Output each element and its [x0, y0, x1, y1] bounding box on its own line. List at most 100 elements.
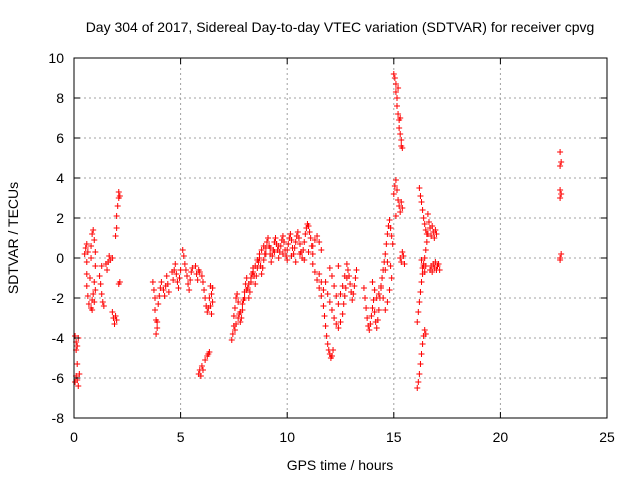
data-point [267, 245, 274, 251]
data-point [75, 383, 82, 389]
data-point [418, 279, 425, 285]
data-point [320, 303, 327, 309]
data-point [339, 283, 346, 289]
data-point [396, 125, 403, 131]
data-point [414, 385, 421, 391]
data-point [368, 313, 375, 319]
data-point [294, 229, 301, 235]
data-point [431, 235, 438, 241]
data-point [421, 327, 428, 333]
data-point [422, 227, 429, 233]
data-point [201, 287, 208, 293]
data-point [235, 315, 242, 321]
data-point [341, 273, 348, 279]
data-point [186, 287, 193, 293]
data-point [237, 319, 244, 325]
data-point [416, 185, 423, 191]
data-point [171, 267, 178, 273]
data-point [111, 321, 118, 327]
data-point [114, 203, 121, 209]
data-point [380, 295, 387, 301]
data-point [152, 295, 159, 301]
data-point [420, 215, 427, 221]
data-point [92, 287, 99, 293]
data-point [112, 313, 119, 319]
data-point [419, 271, 426, 277]
data-point [76, 371, 83, 377]
data-point [424, 231, 431, 237]
data-point [163, 273, 170, 279]
grid-lines [74, 58, 607, 418]
data-point [318, 293, 325, 299]
data-point [233, 321, 240, 327]
data-point [432, 259, 439, 265]
data-point [331, 315, 338, 321]
data-point [193, 271, 200, 277]
data-point [379, 275, 386, 281]
data-point [374, 317, 381, 323]
data-point [74, 343, 81, 349]
data-point [152, 307, 159, 313]
data-point [322, 323, 329, 329]
data-point [97, 281, 104, 287]
data-point [333, 293, 340, 299]
chart-title: Day 304 of 2017, Sidereal Day-to-day VTE… [86, 19, 595, 35]
data-point [104, 267, 111, 273]
data-point [82, 245, 89, 251]
y-tick-label: 10 [48, 50, 64, 66]
data-point [106, 253, 113, 259]
data-point [419, 207, 426, 213]
data-point [320, 287, 327, 293]
data-point [395, 197, 402, 203]
data-point [228, 337, 235, 343]
data-point [89, 231, 96, 237]
data-point [424, 211, 431, 217]
data-point [247, 275, 254, 281]
data-point [88, 255, 95, 261]
data-point [341, 293, 348, 299]
data-point [275, 255, 282, 261]
data-point [309, 251, 316, 257]
data-point [429, 269, 436, 275]
data-point [324, 291, 331, 297]
data-point [189, 265, 196, 271]
data-point [399, 205, 406, 211]
data-point [296, 251, 303, 257]
data-point [292, 259, 299, 265]
data-point [98, 291, 105, 297]
data-point [558, 251, 565, 257]
y-tick-label: -8 [52, 410, 65, 426]
y-tick-label: -2 [52, 290, 65, 306]
data-point [239, 301, 246, 307]
data-point [198, 363, 205, 369]
data-point [258, 247, 265, 253]
data-point [382, 307, 389, 313]
data-point [84, 293, 91, 299]
data-point [194, 277, 201, 283]
data-point [86, 275, 93, 281]
data-point [176, 275, 183, 281]
data-point [252, 263, 259, 269]
data-point [90, 291, 97, 297]
data-point [260, 243, 267, 249]
data-point [116, 193, 123, 199]
data-point [230, 313, 237, 319]
data-point [172, 261, 179, 267]
data-point [309, 261, 316, 267]
data-point [343, 261, 350, 267]
data-point [288, 237, 295, 243]
data-point [243, 287, 250, 293]
y-tick-labels: -8 -6 -4 -2 0 2 4 6 8 10 [48, 50, 64, 426]
data-point [279, 233, 286, 239]
data-point [388, 233, 395, 239]
data-point [350, 291, 357, 297]
data-point [154, 325, 161, 331]
data-point [421, 221, 428, 227]
y-tick-label: 6 [56, 130, 64, 146]
data-point [177, 267, 184, 273]
data-point [399, 249, 406, 255]
y-tick-label: -6 [52, 370, 65, 386]
y-tick-label: 4 [56, 170, 64, 186]
data-point [322, 279, 329, 285]
